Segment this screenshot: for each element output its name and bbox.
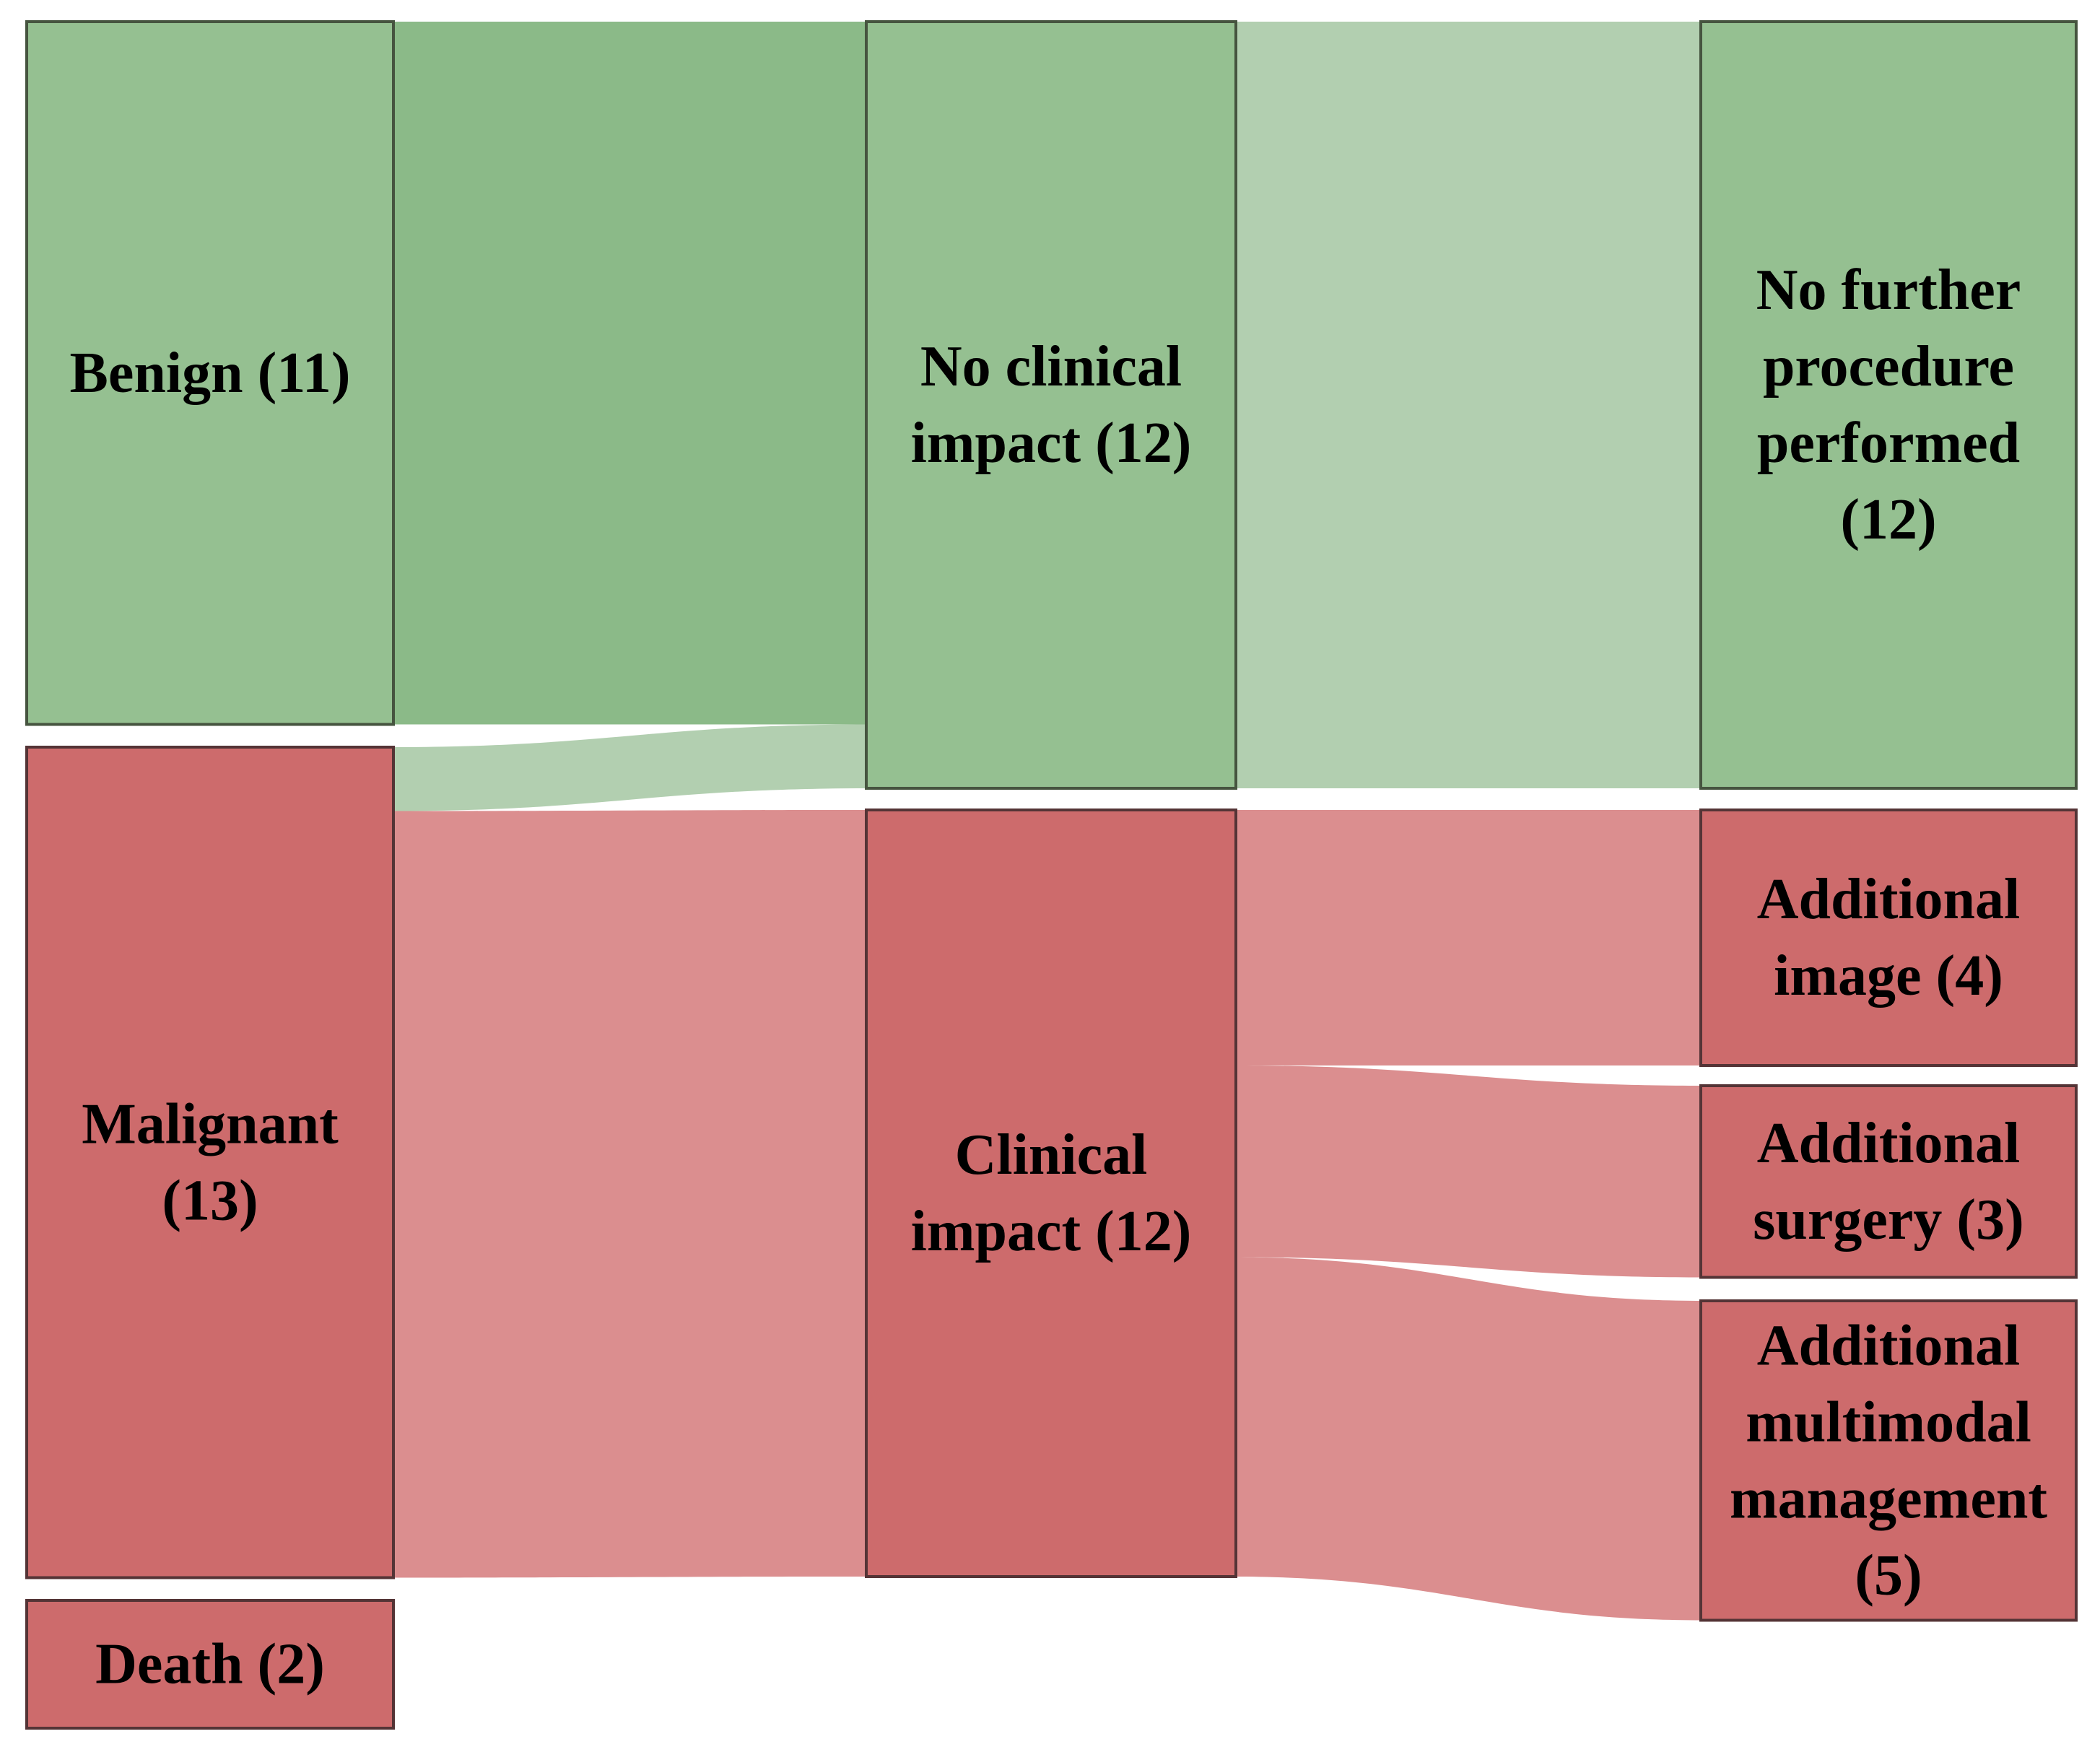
flow-benign-to-no-clinical-impact [391,22,868,725]
node-additional-multimodal-label: Additional multimodal management (5) [1730,1314,2047,1607]
nodes-layer [25,20,2078,1730]
node-benign-label: Benign (11) [70,341,351,405]
node-no-further-procedure [1699,20,2078,790]
flow-clinical-impact-to-additional-multimodal [1234,1257,1703,1621]
node-death-label: Death (2) [95,1633,325,1696]
flow-clinical-impact-to-additional-surgery [1234,1065,1703,1278]
flow-malignant-to-clinical-impact [391,810,868,1578]
node-additional-multimodal [1699,1299,2078,1622]
flow-malignant-to-no-clinical-impact [391,724,868,811]
node-additional-image-label: Additional image (4) [1757,868,2021,1008]
node-malignant [25,746,395,1579]
node-additional-image [1699,809,2078,1067]
node-death [25,1599,395,1730]
node-no-further-procedure-label: No further procedure performed (12) [1756,258,2021,552]
flow-no-clinical-impact-to-no-further-procedure [1234,22,1703,788]
node-clinical-impact-label: Clinical impact (12) [911,1123,1192,1263]
node-malignant-label: Malignant (13) [82,1092,339,1232]
node-no-clinical-impact [865,20,1237,790]
node-benign [25,20,395,726]
flow-clinical-impact-to-additional-image [1234,810,1703,1065]
flows-layer [391,22,1703,1621]
node-clinical-impact [865,809,1237,1578]
node-additional-surgery [1699,1084,2078,1279]
node-no-clinical-impact-label: No clinical impact (12) [911,335,1192,475]
labels-layer: Benign (11) Malignant (13) Death (2) No clin… [70,258,2048,1696]
node-additional-surgery-label: Additional surgery (3) [1753,1112,2023,1252]
